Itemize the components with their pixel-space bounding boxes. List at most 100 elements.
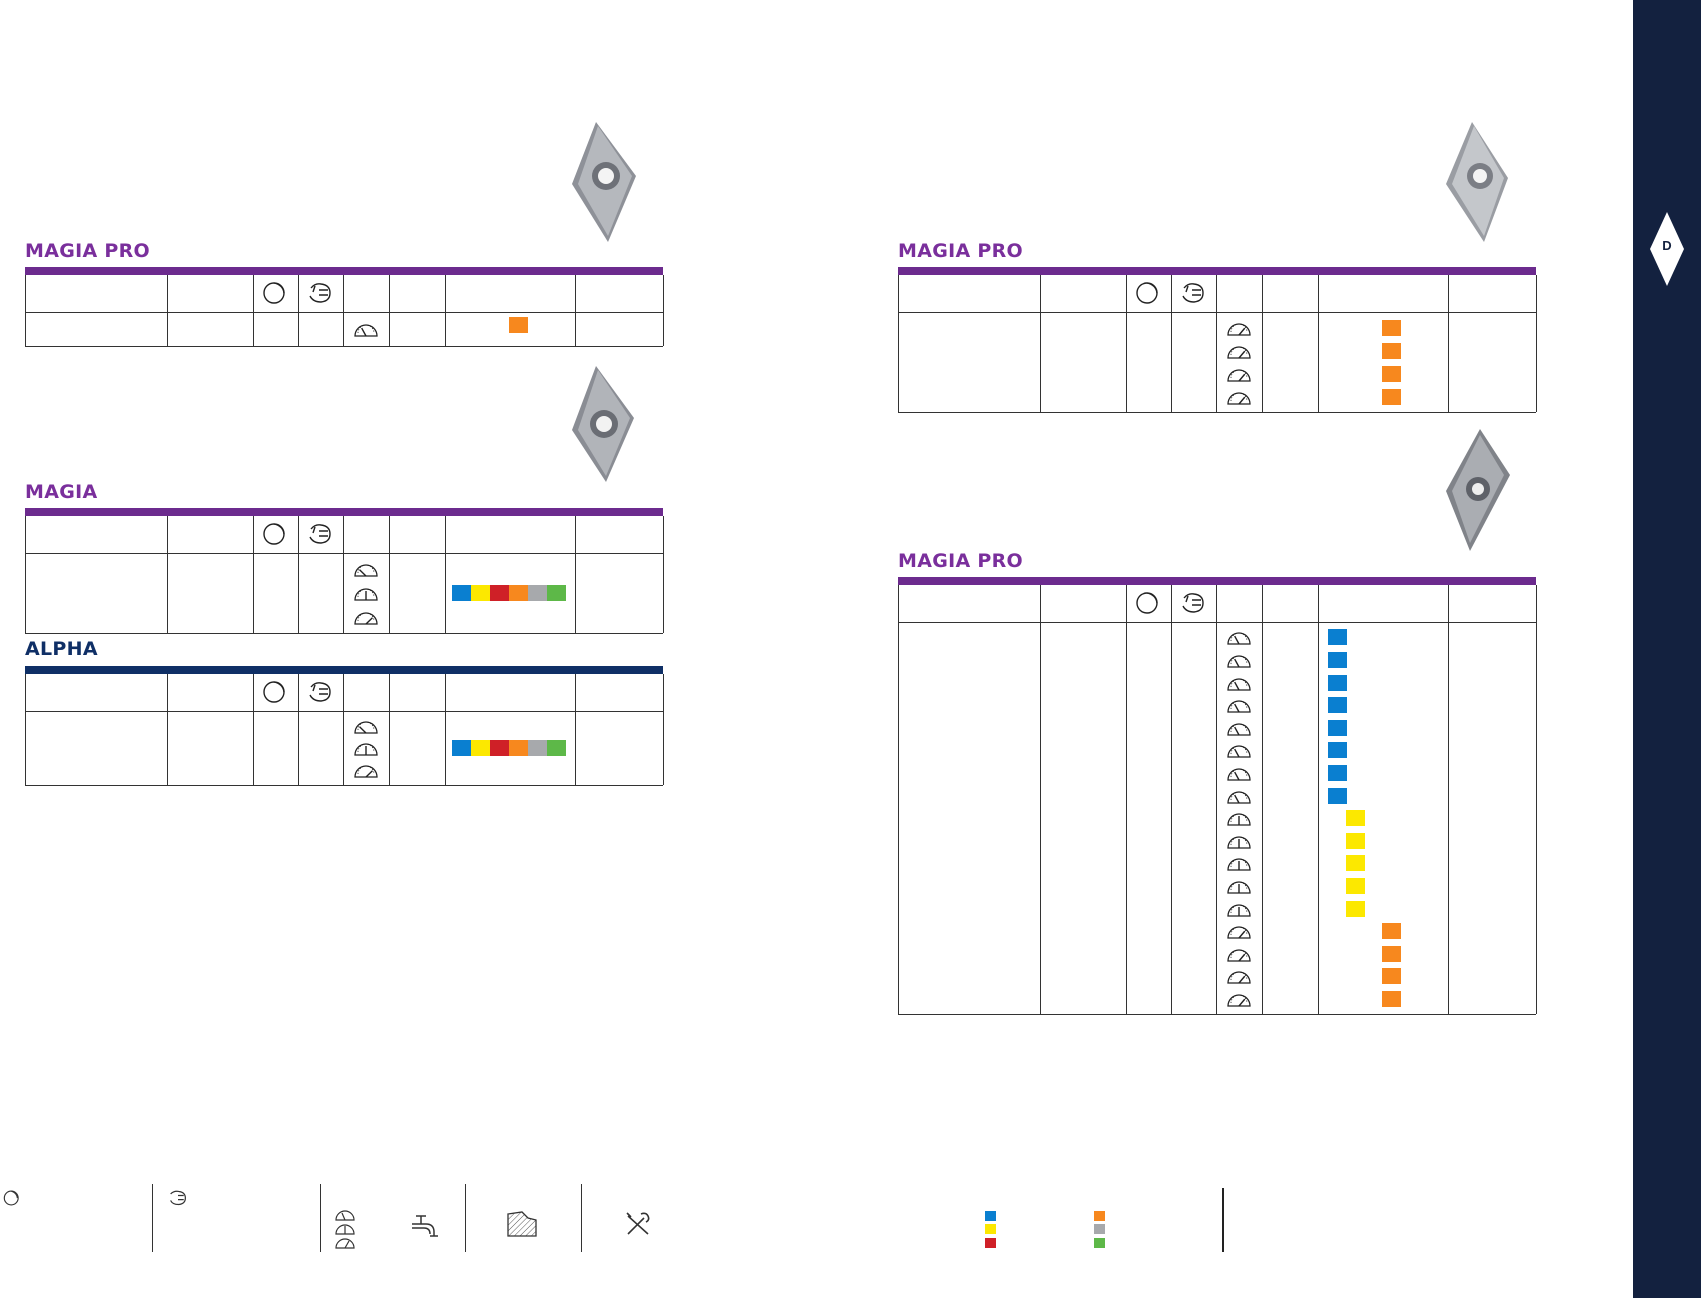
divider xyxy=(152,1184,153,1252)
header-divider xyxy=(898,312,1536,313)
speed-gauge-icon xyxy=(1227,813,1251,826)
speed-gauge-icon xyxy=(1227,790,1251,804)
column-divider xyxy=(445,516,446,633)
chipbreaker-icon xyxy=(309,283,331,303)
material-square-blue xyxy=(1328,697,1347,714)
column-divider xyxy=(25,516,26,633)
speed-gauge-icon xyxy=(1227,768,1251,781)
speed-gauge-icon xyxy=(354,612,378,625)
chipbreaker-icon xyxy=(1182,283,1204,303)
material-square-blue xyxy=(1328,674,1347,691)
insert-image-1 xyxy=(572,122,636,242)
material-square-yellow xyxy=(1346,900,1365,917)
speed-gauge-icon xyxy=(1227,881,1251,894)
brand-title: MAGIA PRO xyxy=(898,240,1024,262)
column-divider xyxy=(1318,585,1319,1015)
material-square-blue xyxy=(452,585,471,601)
speed-gauge-icon xyxy=(1227,391,1251,405)
column-divider xyxy=(1262,585,1263,1015)
round-insert-icon xyxy=(263,681,285,703)
column-divider xyxy=(1171,275,1172,412)
speed-gauge-icon xyxy=(354,765,378,778)
brand-bar xyxy=(25,666,663,674)
column-divider xyxy=(167,275,168,346)
brand-bar xyxy=(25,267,663,275)
chapter-letter: D xyxy=(1662,238,1672,253)
material-square-orange xyxy=(1382,342,1401,359)
column-divider xyxy=(1318,275,1319,412)
insert-image-4 xyxy=(1446,429,1510,551)
material-square-yellow xyxy=(1346,877,1365,894)
column-divider xyxy=(663,674,664,785)
insert-image-2 xyxy=(572,366,634,482)
material-square-blue xyxy=(1328,742,1347,759)
tools-icon xyxy=(626,1212,650,1235)
column-divider xyxy=(1262,275,1263,412)
material-square-yellow xyxy=(1346,832,1365,849)
footer-legend xyxy=(0,1184,1260,1256)
chipbreaker-icon xyxy=(1182,593,1204,613)
material-square-green xyxy=(547,585,566,601)
material-square-orange xyxy=(1382,990,1401,1007)
brand-title: ALPHA xyxy=(25,638,98,660)
chapter-sidebar: D xyxy=(1633,0,1701,1298)
speed-gauge-icon xyxy=(354,721,378,734)
column-divider xyxy=(575,275,576,346)
header-divider xyxy=(25,312,663,313)
legend-orange xyxy=(1094,1211,1105,1221)
divider xyxy=(320,1184,321,1252)
material-square-orange xyxy=(1382,923,1401,940)
round-insert-icon xyxy=(263,282,285,304)
column-divider xyxy=(298,516,299,633)
material-square-grey xyxy=(528,740,547,756)
material-square-blue xyxy=(1328,787,1347,804)
material-square-orange xyxy=(1382,945,1401,962)
coolant-tap-icon xyxy=(412,1215,438,1237)
speed-gauge-icon xyxy=(1227,655,1251,668)
material-square-grey xyxy=(528,585,547,601)
column-divider xyxy=(343,275,344,346)
column-divider xyxy=(445,674,446,785)
column-divider xyxy=(389,674,390,785)
material-square-orange xyxy=(1382,968,1401,985)
column-divider xyxy=(25,674,26,785)
legend-green xyxy=(1094,1238,1105,1248)
column-divider xyxy=(1126,275,1127,412)
material-square-yellow xyxy=(471,740,490,756)
column-divider xyxy=(253,275,254,346)
column-divider xyxy=(389,516,390,633)
column-divider xyxy=(298,275,299,346)
material-square-yellow xyxy=(1346,855,1365,872)
column-divider xyxy=(1536,275,1537,412)
brand-bar xyxy=(898,577,1536,585)
speed-gauge-icon xyxy=(354,564,378,577)
speed-gauge-icon xyxy=(1227,345,1251,359)
table-grid xyxy=(25,516,664,634)
chapter-tab[interactable]: D xyxy=(1648,210,1686,288)
column-divider xyxy=(167,516,168,633)
material-square-orange xyxy=(509,740,528,756)
material-square-blue xyxy=(1328,629,1347,646)
chipbreaker-icon xyxy=(309,524,331,544)
material-square-orange xyxy=(1382,319,1401,336)
column-divider xyxy=(167,674,168,785)
header-divider xyxy=(25,553,663,554)
speed-gauge-icon xyxy=(1227,858,1251,871)
speed-gauge-icon xyxy=(1227,971,1251,984)
brand-bar xyxy=(898,267,1536,275)
material-square-blue xyxy=(1328,764,1347,781)
column-divider xyxy=(663,275,664,346)
column-divider xyxy=(1536,585,1537,1015)
table-grid xyxy=(898,585,1537,1016)
column-divider xyxy=(1448,585,1449,1015)
column-divider xyxy=(898,275,899,412)
divider xyxy=(465,1184,466,1252)
brand-title: MAGIA PRO xyxy=(25,240,151,262)
round-insert-icon xyxy=(1136,282,1158,304)
column-divider xyxy=(25,275,26,346)
material-square-orange xyxy=(1382,388,1401,405)
column-divider xyxy=(1171,585,1172,1015)
column-divider xyxy=(1216,275,1217,412)
material-square-green xyxy=(547,740,566,756)
speed-gauge-icon xyxy=(1227,322,1251,336)
